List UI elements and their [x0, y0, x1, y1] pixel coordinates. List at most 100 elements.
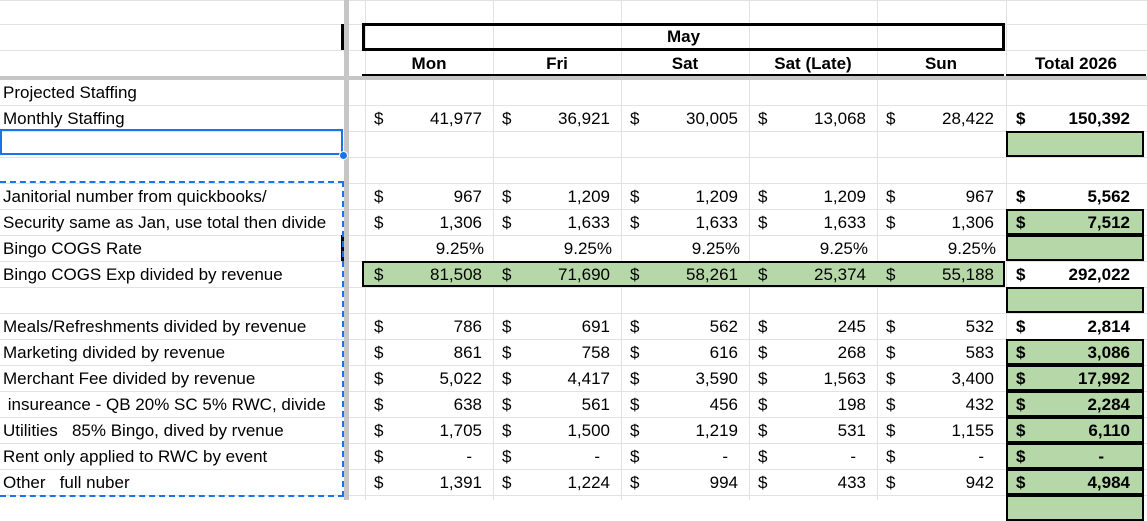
row-label[interactable]: Bingo COGS Exp divided by revenue [3, 265, 283, 284]
data-cell[interactable]: 432 [965, 395, 994, 414]
column-header-sun[interactable]: Sun [924, 54, 958, 73]
cell-border [1006, 287, 1008, 313]
total-cell[interactable]: 150,392 [1068, 109, 1130, 128]
data-cell[interactable]: - [594, 447, 600, 466]
row-label[interactable]: Bingo COGS Rate [3, 239, 142, 258]
data-cell[interactable]: 36,921 [558, 109, 610, 128]
rate-cell[interactable]: 9.25% [563, 239, 612, 258]
data-cell[interactable]: 1,705 [439, 421, 482, 440]
data-cell[interactable]: 41,977 [430, 109, 482, 128]
row-label[interactable]: Utilities 85% Bingo, dived by rvenue [3, 421, 284, 440]
data-cell[interactable]: 583 [965, 343, 994, 362]
data-cell[interactable]: 861 [453, 343, 482, 362]
row-label[interactable]: Merchant Fee divided by revenue [3, 369, 256, 388]
data-cell[interactable]: 1,391 [439, 473, 482, 492]
fill-handle[interactable] [339, 151, 348, 160]
data-cell[interactable]: 1,209 [695, 187, 738, 206]
data-cell[interactable]: 1,224 [567, 473, 610, 492]
data-cell[interactable]: 531 [837, 421, 866, 440]
data-cell[interactable]: 616 [709, 343, 738, 362]
row-label[interactable]: Other full nuber [3, 473, 130, 492]
row-label[interactable]: Security same as Jan, use total then div… [3, 213, 327, 232]
rate-cell[interactable]: 9.25% [819, 239, 868, 258]
total-cell[interactable]: - [1098, 447, 1104, 466]
data-cell[interactable]: 433 [837, 473, 866, 492]
data-cell[interactable]: 3,400 [951, 369, 994, 388]
column-gridline [749, 0, 750, 500]
data-cell[interactable]: 81,508 [430, 265, 482, 284]
column-header-fri[interactable]: Fri [546, 54, 568, 73]
data-cell[interactable]: 942 [965, 473, 994, 492]
data-cell[interactable]: 994 [709, 473, 738, 492]
data-cell[interactable]: 1,155 [951, 421, 994, 440]
data-cell[interactable]: 71,690 [558, 265, 610, 284]
data-cell[interactable]: 198 [837, 395, 866, 414]
data-cell[interactable]: 1,209 [567, 187, 610, 206]
data-cell[interactable]: 245 [837, 317, 866, 336]
data-cell[interactable]: 13,068 [814, 109, 866, 128]
data-cell[interactable]: 3,590 [695, 369, 738, 388]
data-cell[interactable]: - [722, 447, 728, 466]
data-cell[interactable]: 4,417 [567, 369, 610, 388]
data-cell[interactable]: 1,500 [567, 421, 610, 440]
data-cell[interactable]: 1,306 [951, 213, 994, 232]
total-column-header[interactable]: Total 2026 [1035, 54, 1117, 73]
row-label[interactable]: Meals/Refreshments divided by revenue [3, 317, 307, 336]
data-cell[interactable]: 55,188 [942, 265, 994, 284]
data-cell[interactable]: 562 [709, 317, 738, 336]
data-cell[interactable]: 1,563 [823, 369, 866, 388]
data-cell[interactable]: 1,306 [439, 213, 482, 232]
active-cell-selection[interactable] [0, 129, 343, 155]
rate-cell[interactable]: 9.25% [947, 239, 996, 258]
data-cell[interactable]: 967 [965, 187, 994, 206]
data-cell[interactable]: 638 [453, 395, 482, 414]
data-cell[interactable]: 28,422 [942, 109, 994, 128]
total-cell[interactable]: 2,814 [1087, 317, 1130, 336]
data-cell[interactable]: 1,633 [695, 213, 738, 232]
data-cell[interactable]: 268 [837, 343, 866, 362]
data-cell[interactable]: 967 [453, 187, 482, 206]
data-cell[interactable]: 691 [581, 317, 610, 336]
data-cell[interactable]: 25,374 [814, 265, 866, 284]
total-cell[interactable]: 17,992 [1078, 369, 1130, 388]
rate-cell[interactable]: 9.25% [435, 239, 484, 258]
data-cell[interactable]: 532 [965, 317, 994, 336]
currency-symbol: $ [374, 317, 384, 336]
row-label[interactable]: Rent only applied to RWC by event [3, 447, 268, 466]
data-cell[interactable]: - [978, 447, 984, 466]
total-cell[interactable]: 4,984 [1087, 473, 1130, 492]
data-cell[interactable]: 1,633 [823, 213, 866, 232]
column-header-sat-late[interactable]: Sat (Late) [774, 54, 852, 73]
data-cell[interactable]: - [466, 447, 472, 466]
total-cell[interactable]: 7,512 [1087, 213, 1130, 232]
total-cell[interactable]: 2,284 [1087, 395, 1130, 414]
data-cell[interactable]: 58,261 [686, 265, 738, 284]
total-cell[interactable]: 3,086 [1087, 343, 1130, 362]
row-label[interactable]: Monthly Staffing [3, 109, 125, 128]
data-cell[interactable]: 5,022 [439, 369, 482, 388]
data-cell[interactable]: 1,219 [695, 421, 738, 440]
row-label[interactable]: insureance - QB 20% SC 5% RWC, divide [3, 395, 326, 414]
frozen-row-divider[interactable] [0, 76, 1147, 80]
row-label[interactable]: Janitorial number from quickbooks/ [3, 187, 267, 206]
total-cell[interactable]: 6,110 [1088, 421, 1130, 440]
row-label[interactable]: Marketing divided by revenue [3, 343, 226, 362]
currency-symbol: $ [502, 187, 512, 206]
data-cell[interactable]: 30,005 [686, 109, 738, 128]
data-cell[interactable]: 786 [453, 317, 482, 336]
data-cell[interactable]: 758 [581, 343, 610, 362]
frozen-column-divider[interactable] [344, 0, 349, 500]
row-label[interactable]: Projected Staffing [3, 83, 137, 102]
column-header-sat[interactable]: Sat [671, 54, 699, 73]
data-cell[interactable]: 1,633 [567, 213, 610, 232]
data-cell[interactable]: 1,209 [823, 187, 866, 206]
column-header-mon[interactable]: Mon [411, 54, 447, 73]
total-cell[interactable]: 292,022 [1068, 265, 1130, 284]
currency-symbol: $ [886, 343, 896, 362]
rate-cell[interactable]: 9.25% [691, 239, 740, 258]
data-cell[interactable]: 456 [709, 395, 738, 414]
total-cell[interactable]: 5,562 [1087, 187, 1130, 206]
data-cell[interactable]: 561 [581, 395, 610, 414]
data-cell[interactable]: - [850, 447, 856, 466]
